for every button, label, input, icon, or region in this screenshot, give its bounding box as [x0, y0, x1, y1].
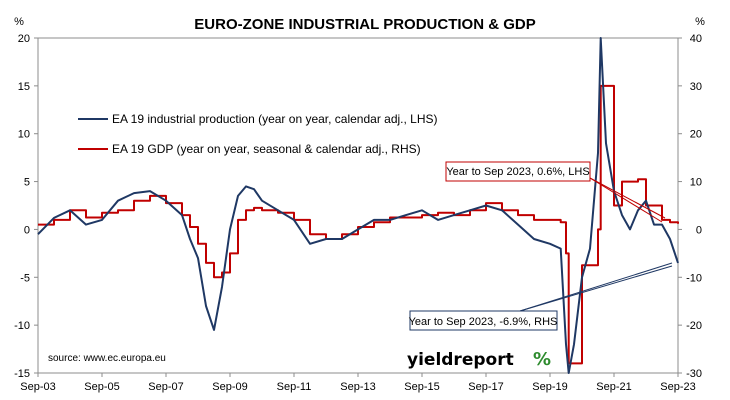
y-right-tick-label: -10 — [686, 272, 702, 284]
annotation-lhs-box — [445, 161, 591, 182]
x-tick-label: Sep-07 — [148, 381, 183, 393]
x-tick-label: Sep-15 — [404, 381, 439, 393]
source-note: source: www.ec.europa.eu — [48, 353, 166, 364]
y-left-unit: % — [14, 16, 24, 28]
annotation-lhs-leader-2 — [589, 177, 666, 219]
annotation-rhs-text: Year to Sep 2023, -6.9%, RHS — [409, 316, 558, 328]
y-right-tick-label: 0 — [696, 224, 702, 236]
annotation-rhs-leader-2 — [519, 265, 673, 312]
x-tick-label: Sep-17 — [468, 381, 503, 393]
brand-wordmark: yieldreport — [407, 350, 514, 370]
x-tick-label: Sep-21 — [596, 381, 631, 393]
series-line-gdp — [38, 84, 679, 365]
annotation-rhs: Year to Sep 2023, -6.9%, RHS — [409, 262, 673, 331]
annotation-rhs-box — [409, 310, 558, 331]
brand-logo: yieldreport % — [407, 349, 551, 370]
x-axis: Sep-03 Sep-05 Sep-07 Sep-09 Sep-11 Sep-13 Sep-… — [20, 373, 696, 393]
y-left-tick-label: 5 — [24, 177, 30, 189]
y-left-axis: 20 15 10 5 0 -5 -10 -15 — [14, 33, 38, 380]
y-right-tick-label: -30 — [686, 368, 702, 380]
x-tick-label: Sep-03 — [20, 381, 55, 393]
y-left-tick-label: -10 — [14, 320, 30, 332]
y-left-tick-label: -15 — [14, 368, 30, 380]
x-tick-label: Sep-05 — [84, 381, 119, 393]
brand-percent-icon: % — [533, 349, 551, 370]
x-tick-label: Sep-13 — [340, 381, 375, 393]
x-tick-label: Sep-19 — [532, 381, 567, 393]
y-left-tick-label: 0 — [24, 224, 30, 236]
x-tick-label: Sep-11 — [277, 381, 312, 393]
y-right-unit: % — [695, 16, 705, 28]
series-group — [37, 37, 679, 374]
x-tick-label: Sep-09 — [212, 381, 247, 393]
x-tick-label: Sep-23 — [660, 381, 695, 393]
y-left-tick-label: 15 — [18, 81, 30, 93]
legend: EA 19 industrial production (year on yea… — [78, 112, 438, 156]
series-line-industrial-production — [37, 37, 679, 374]
y-right-axis: 40 30 20 10 0 -10 -20 -30 — [678, 33, 702, 380]
annotation-lhs: Year to Sep 2023, 0.6%, LHS — [445, 161, 666, 223]
legend-label-gdp: EA 19 GDP (year on year, seasonal & cale… — [112, 142, 421, 156]
legend-label-industrial-production: EA 19 industrial production (year on yea… — [112, 112, 438, 126]
y-right-tick-label: 30 — [690, 81, 702, 93]
chart-title: EURO-ZONE INDUSTRIAL PRODUCTION & GDP — [194, 16, 535, 33]
y-left-tick-label: 20 — [18, 33, 30, 45]
y-right-tick-label: 40 — [690, 33, 702, 45]
y-right-tick-label: 10 — [690, 177, 702, 189]
y-left-tick-label: 10 — [18, 129, 30, 141]
annotation-lhs-leader-1 — [589, 177, 663, 223]
y-right-tick-label: -20 — [686, 320, 702, 332]
annotation-lhs-text: Year to Sep 2023, 0.6%, LHS — [446, 166, 589, 178]
y-left-tick-label: -5 — [20, 272, 30, 284]
y-right-tick-label: 20 — [690, 129, 702, 141]
